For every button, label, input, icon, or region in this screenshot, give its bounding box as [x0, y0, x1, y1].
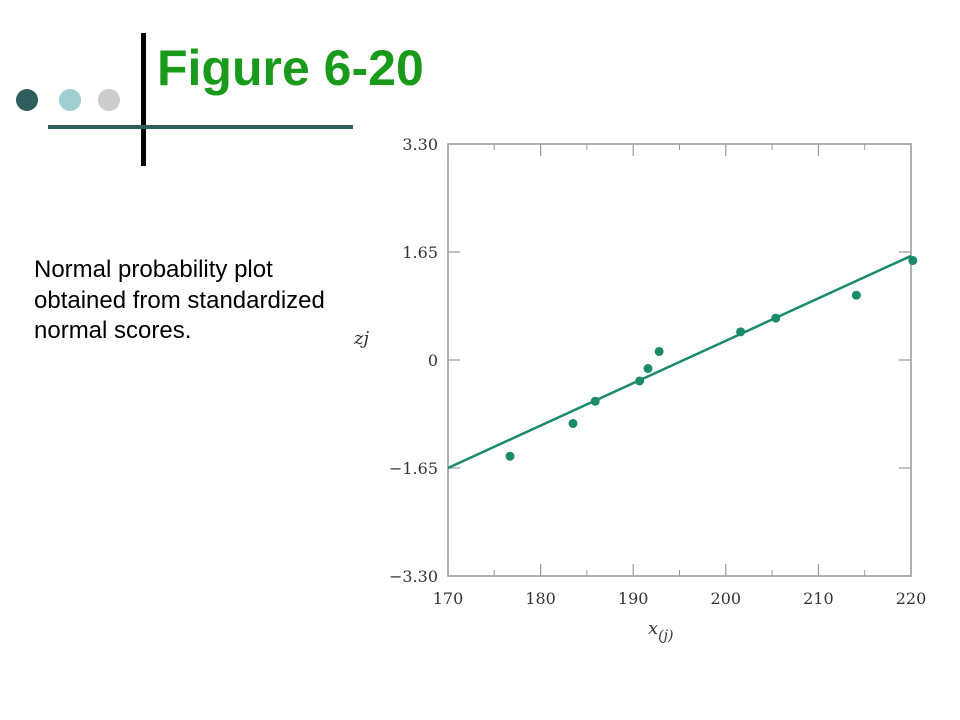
decorative-dot-light [59, 89, 81, 111]
y-tick-label: −1.65 [389, 459, 438, 478]
x-axis-label-subscript: (j) [658, 628, 673, 644]
horizontal-rule [48, 125, 353, 129]
plot-frame [447, 143, 912, 577]
x-tick-label: 180 [525, 589, 556, 608]
plot-border [447, 143, 912, 577]
data-points [505, 256, 918, 461]
axis-tick-labels: 170 180 190 200 210 220 3.30 1.65 0 −1.65 −3.30 [389, 135, 926, 608]
figure-caption: Normal probability plot obtained from st… [34, 256, 325, 345]
y-tick-label: 0 [428, 351, 438, 370]
y-tick-label: 3.30 [402, 135, 438, 154]
data-point [505, 451, 515, 461]
x-axis-label-main: x [648, 618, 658, 639]
data-point [654, 346, 664, 356]
y-axis-label: zj [353, 328, 369, 349]
x-tick-label: 200 [711, 589, 742, 608]
x-tick-label: 210 [803, 589, 834, 608]
y-tick-label: 1.65 [402, 243, 438, 262]
x-axis-label: x(j) [648, 618, 673, 644]
decorative-dot-dark [16, 89, 38, 111]
data-point [736, 327, 746, 337]
fit-line [447, 254, 912, 470]
data-point [643, 364, 653, 374]
fit-line-group [447, 254, 912, 470]
y-tick-label: −3.30 [389, 567, 438, 586]
data-point [568, 418, 578, 428]
x-tick-label: 220 [896, 589, 927, 608]
data-point [771, 313, 781, 323]
data-point [908, 256, 918, 266]
data-point [635, 376, 645, 386]
axis-ticks [447, 143, 912, 577]
slide-title: Figure 6-20 [157, 40, 424, 96]
data-point [590, 396, 600, 406]
vertical-divider [141, 33, 146, 166]
x-tick-label: 170 [433, 589, 464, 608]
data-point [851, 290, 861, 300]
x-tick-label: 190 [618, 589, 649, 608]
decorative-dot-gray [98, 89, 120, 111]
